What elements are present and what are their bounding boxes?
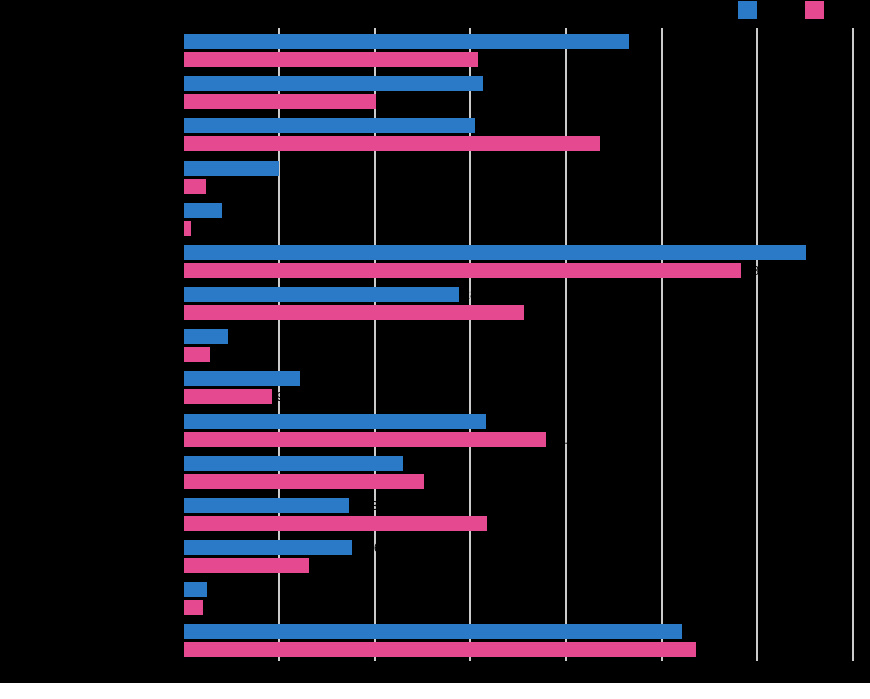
category-label <box>0 540 175 573</box>
bar-value-label: 10 <box>283 160 298 176</box>
bar-series1 <box>183 624 682 640</box>
gridline <box>469 28 472 661</box>
category-label <box>0 245 175 278</box>
bar-series2 <box>183 558 309 574</box>
bar-value-label: 2 <box>206 600 214 616</box>
bar-value-label: 37.9 <box>549 431 576 447</box>
bar-value-label: 52.1 <box>685 624 711 640</box>
bar-value-label: 17.6 <box>355 540 382 556</box>
category-label <box>0 371 175 404</box>
bar-value-label: 20.1 <box>379 94 405 110</box>
bar-value-label: 28.8 <box>462 287 489 303</box>
bar-value-label: 4.7 <box>232 329 251 345</box>
gridline <box>373 28 376 661</box>
category-label <box>0 76 175 109</box>
bar-value-label: 46.6 <box>633 34 659 49</box>
gridline <box>278 28 281 661</box>
bar-series1 <box>183 76 483 92</box>
bar-series2 <box>183 642 696 658</box>
bar-value-label: 31.6 <box>489 413 515 429</box>
bar-value-label: 53.6 <box>699 642 726 658</box>
bar-series1 <box>183 202 222 218</box>
bar-series1 <box>183 497 349 513</box>
category-label <box>0 498 175 531</box>
bar-value-label: 30.8 <box>481 52 508 67</box>
legend-swatch-series2-icon <box>805 1 824 19</box>
bar-series1 <box>183 371 301 387</box>
bar-value-label: 31.7 <box>490 515 516 531</box>
bar-series1 <box>183 287 459 303</box>
bar-series1 <box>183 582 208 598</box>
bar-value-label: 35.6 <box>527 305 554 321</box>
bar-series2 <box>183 94 376 110</box>
bar-value-label: 2.3 <box>209 178 228 194</box>
bar-series2 <box>183 262 741 278</box>
bar-series2 <box>183 515 487 531</box>
bar-series2 <box>183 136 601 152</box>
category-label <box>0 161 175 194</box>
category-label <box>0 34 175 67</box>
gridline <box>851 28 854 661</box>
bar-value-label: 25.1 <box>427 473 453 489</box>
bar-series2 <box>183 473 424 489</box>
bar-value-label: 2.8 <box>214 347 233 363</box>
bar-value-label: 30.5 <box>479 118 505 134</box>
bar-series1 <box>183 455 404 471</box>
bar-series2 <box>183 389 273 405</box>
bar-value-label: 4 <box>225 202 233 218</box>
bar-value-label: 43.6 <box>604 136 630 152</box>
bar-value-label: 9.3 <box>276 389 295 405</box>
bar-value-label: 0.8 <box>195 220 214 236</box>
gridline <box>660 28 663 661</box>
category-label <box>0 287 175 320</box>
bar-series1 <box>183 34 629 49</box>
bar-value-label: 31.3 <box>486 76 512 92</box>
bar-series2 <box>183 347 211 363</box>
bar-value-label: 23 <box>407 455 422 471</box>
bar-value-label: 2.5 <box>211 582 230 598</box>
bar-series1 <box>183 118 476 134</box>
bar-value-label: 58.3 <box>744 262 771 278</box>
bar-series1 <box>183 160 280 176</box>
bar-series1 <box>183 540 352 556</box>
category-label <box>0 624 175 657</box>
bar-value-label: 13.1 <box>312 558 338 574</box>
category-label <box>0 329 175 362</box>
category-label <box>0 582 175 615</box>
footer-strip <box>0 683 870 699</box>
gridline <box>564 28 567 661</box>
bar-series1 <box>183 329 229 345</box>
bar-value-label: 17.3 <box>352 497 379 513</box>
bar-value-label: 12.2 <box>304 371 330 387</box>
category-label <box>0 414 175 447</box>
bar-value-label: 65.1 <box>809 244 836 260</box>
bar-series2 <box>183 178 206 194</box>
bar-series1 <box>183 244 806 260</box>
category-label <box>0 203 175 236</box>
bar-series2 <box>183 600 203 616</box>
bar-series2 <box>183 431 546 447</box>
category-label <box>0 456 175 489</box>
gridline <box>756 28 759 661</box>
category-label <box>0 118 175 151</box>
bar-series2 <box>183 52 478 67</box>
legend-swatch-series1-icon <box>738 1 757 19</box>
chart-legend <box>0 0 870 28</box>
bar-series2 <box>183 305 524 321</box>
bar-series2 <box>183 220 192 236</box>
bar-series1 <box>183 413 486 429</box>
